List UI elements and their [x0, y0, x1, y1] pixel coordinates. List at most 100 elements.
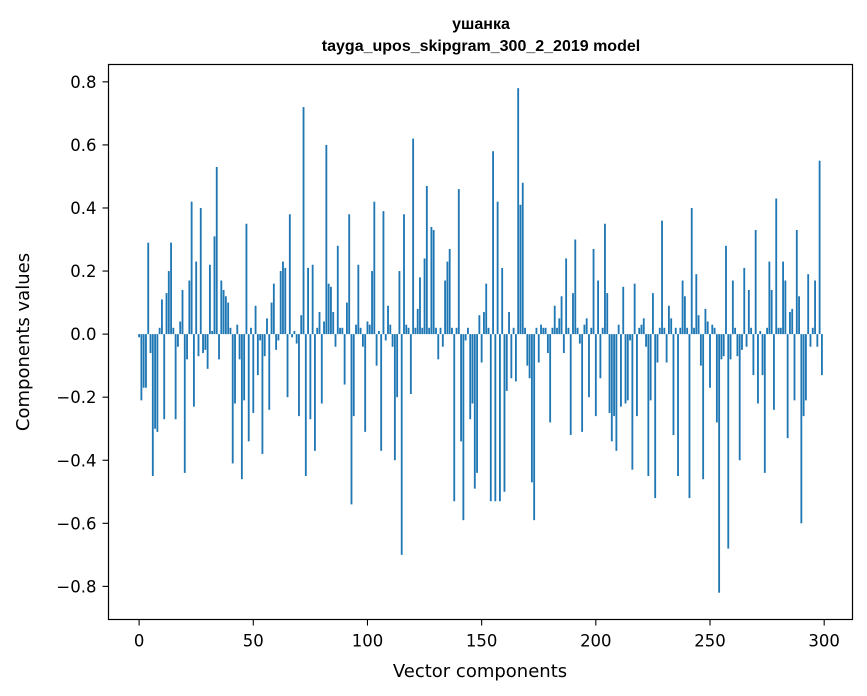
bar — [476, 334, 478, 473]
bar — [332, 312, 335, 335]
bar — [435, 327, 437, 335]
bar — [494, 334, 497, 502]
bar — [334, 334, 337, 347]
y-tick-label: 0.4 — [70, 199, 96, 218]
bar — [779, 327, 782, 335]
bar — [738, 334, 741, 461]
bar — [172, 327, 175, 335]
x-axis-label: Vector components — [393, 661, 567, 682]
bar — [489, 334, 492, 502]
bar — [371, 271, 373, 335]
bar — [222, 289, 225, 335]
bar — [617, 324, 620, 335]
bar — [355, 324, 357, 335]
bar — [412, 138, 415, 335]
bar — [275, 334, 278, 350]
bar — [558, 318, 561, 335]
bar — [439, 327, 442, 335]
bar — [777, 327, 780, 335]
bar — [517, 88, 520, 335]
bar — [649, 334, 652, 401]
bar — [361, 334, 364, 347]
bar — [601, 327, 604, 335]
bar — [549, 334, 552, 423]
bar — [528, 334, 531, 379]
bar — [298, 334, 300, 417]
bar — [149, 334, 152, 354]
bar — [302, 107, 305, 335]
bar — [620, 334, 622, 407]
bar — [576, 327, 579, 335]
bar — [227, 302, 230, 335]
bar — [421, 327, 424, 335]
y-tick-label: 0.0 — [70, 325, 96, 344]
bar — [158, 327, 161, 335]
bar — [359, 327, 362, 335]
bar — [346, 302, 348, 335]
bar — [229, 327, 232, 335]
bar — [357, 264, 360, 335]
bar — [263, 334, 266, 357]
bar — [206, 334, 209, 369]
bar — [729, 334, 732, 360]
x-tick-label: 150 — [466, 632, 498, 651]
bar — [192, 334, 195, 407]
bar — [672, 334, 675, 436]
bar — [156, 334, 159, 432]
bar — [425, 185, 428, 335]
bar — [654, 334, 657, 499]
bar — [480, 334, 483, 363]
bar — [640, 324, 643, 335]
bar — [473, 334, 476, 489]
bar — [170, 242, 172, 335]
bar — [368, 324, 371, 335]
bar — [396, 334, 399, 398]
bar — [652, 293, 654, 335]
bar — [642, 318, 645, 335]
bar — [594, 334, 597, 417]
y-axis-ticks: −0.8 −0.6 −0.4 −0.2 0.0 0.2 0.4 0.6 0.8 — [56, 73, 109, 596]
bar — [272, 283, 275, 335]
bar — [154, 334, 156, 429]
bar — [252, 334, 255, 413]
bar — [309, 334, 312, 420]
bar — [633, 283, 636, 335]
bar — [428, 327, 431, 335]
bar — [343, 334, 346, 385]
bar — [820, 334, 823, 376]
bar — [318, 312, 321, 335]
bar — [711, 324, 714, 335]
bar — [448, 248, 451, 335]
bar — [663, 327, 666, 335]
bar — [599, 334, 602, 379]
bar — [208, 264, 211, 335]
bar — [471, 334, 474, 404]
bar — [681, 280, 684, 335]
bar — [202, 334, 204, 354]
bar — [768, 261, 771, 335]
x-tick-label: 0 — [134, 632, 145, 651]
bar — [706, 321, 709, 335]
bar — [467, 327, 469, 335]
bar — [140, 334, 143, 401]
bar — [786, 334, 789, 439]
bar — [567, 327, 570, 335]
bar — [419, 277, 421, 335]
bar — [382, 211, 385, 335]
bar — [636, 334, 638, 417]
bar — [800, 334, 803, 524]
bar — [220, 280, 223, 335]
x-tick-label: 100 — [352, 632, 384, 651]
bar — [403, 214, 405, 335]
bar-series — [138, 88, 823, 593]
bar — [314, 334, 316, 451]
bar — [789, 312, 791, 335]
bar — [551, 327, 554, 335]
bar — [811, 327, 814, 335]
bar — [186, 334, 188, 360]
bar — [505, 334, 508, 391]
bar — [679, 327, 682, 335]
bar — [718, 334, 721, 593]
bar — [622, 286, 625, 335]
